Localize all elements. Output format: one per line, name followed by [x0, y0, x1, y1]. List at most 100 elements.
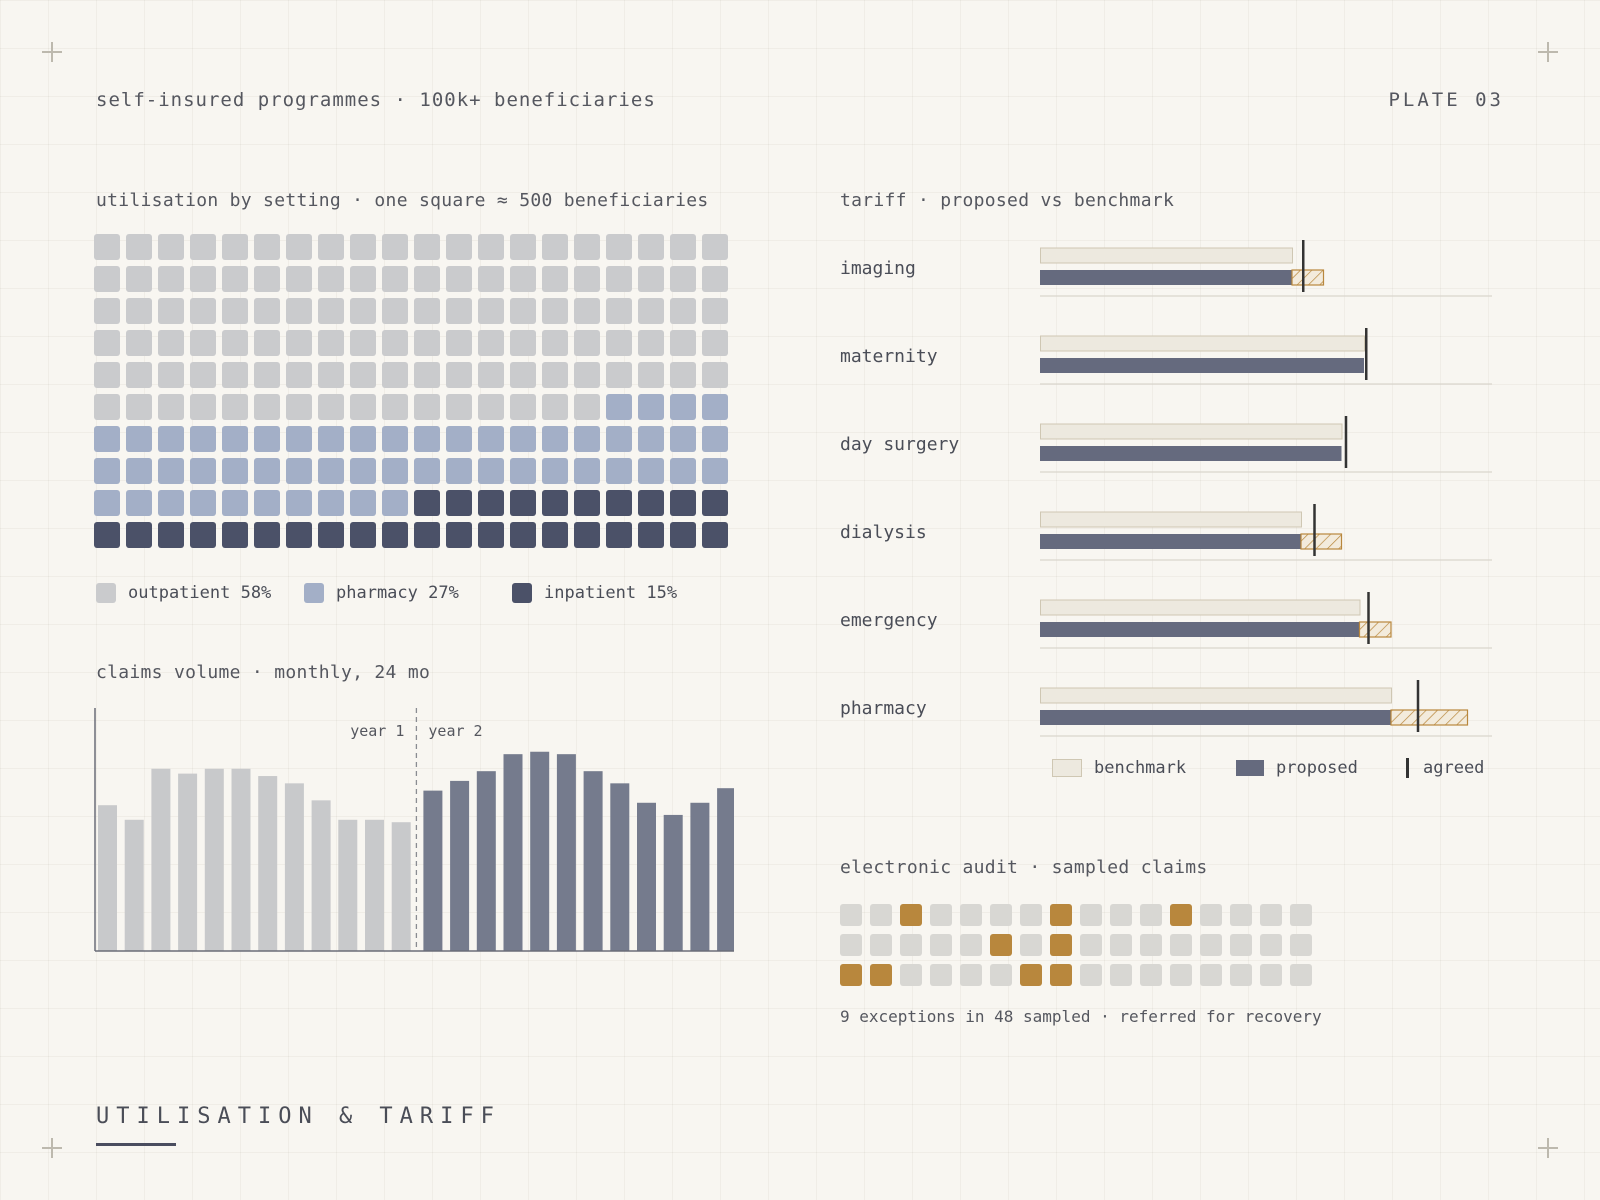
waffle-square-pharmacy	[222, 458, 248, 484]
waffle-square-outpatient	[222, 298, 248, 324]
waffle-square-outpatient	[510, 298, 536, 324]
claims-bar-year1	[338, 819, 358, 951]
waffle-square-outpatient	[606, 298, 632, 324]
audit-cell-sampled	[1080, 904, 1102, 926]
waffle-square-outpatient	[414, 394, 440, 420]
waffle-square-inpatient	[382, 522, 408, 548]
tariff-label-emergency: emergency	[840, 610, 938, 631]
audit-cell-sampled	[1170, 934, 1192, 956]
waffle-square-outpatient	[702, 234, 728, 260]
waffle-square-outpatient	[190, 394, 216, 420]
corner-mark-top-left	[42, 42, 62, 62]
benchmark-bar-imaging	[1040, 247, 1293, 264]
audit-cell-sampled	[960, 934, 982, 956]
waffle-square-outpatient	[382, 362, 408, 388]
proposed-bar-emergency	[1040, 622, 1360, 637]
waffle-square-outpatient	[318, 298, 344, 324]
audit-cell-sampled	[1020, 904, 1042, 926]
waffle-square-pharmacy	[478, 426, 504, 452]
proposed-bar-pharmacy	[1040, 710, 1391, 725]
claims-bar-year1	[151, 768, 171, 951]
waffle-square-outpatient	[222, 234, 248, 260]
waffle-square-inpatient	[414, 522, 440, 548]
audit-cell-sampled	[1230, 934, 1252, 956]
proposed-bar-imaging	[1040, 270, 1292, 285]
claims-bar-year2	[503, 754, 523, 951]
claims-bar-year1	[178, 773, 198, 951]
waffle-square-pharmacy	[382, 490, 408, 516]
waffle-square-outpatient	[382, 234, 408, 260]
waffle-square-inpatient	[670, 490, 696, 516]
waffle-square-outpatient	[478, 234, 504, 260]
waffle-square-outpatient	[158, 266, 184, 292]
waffle-square-inpatient	[414, 490, 440, 516]
waffle-square-inpatient	[254, 522, 280, 548]
waffle-square-outpatient	[222, 266, 248, 292]
waffle-square-outpatient	[670, 234, 696, 260]
legend-pharmacy-label: pharmacy 27%	[336, 583, 459, 603]
waffle-square-outpatient	[542, 330, 568, 356]
audit-cell-sampled	[1140, 904, 1162, 926]
waffle-square-outpatient	[446, 298, 472, 324]
claims-bar-year2	[450, 780, 470, 951]
proposed-excess-imaging	[1291, 269, 1325, 286]
waffle-square-outpatient	[286, 362, 312, 388]
waffle-square-outpatient	[542, 298, 568, 324]
waffle-square-outpatient	[606, 362, 632, 388]
waffle-square-outpatient	[318, 266, 344, 292]
legend-outpatient-label: outpatient 58%	[128, 583, 272, 603]
waffle-square-pharmacy	[702, 426, 728, 452]
benchmark-bar-dialysis	[1040, 511, 1302, 528]
waffle-square-pharmacy	[286, 490, 312, 516]
utilisation-waffle-chart	[94, 234, 728, 548]
waffle-square-outpatient	[414, 330, 440, 356]
waffle-square-outpatient	[446, 266, 472, 292]
claims-bar-year1	[391, 822, 411, 951]
waffle-square-inpatient	[510, 522, 536, 548]
waffle-square-outpatient	[510, 394, 536, 420]
waffle-square-pharmacy	[126, 426, 152, 452]
waffle-square-outpatient	[158, 298, 184, 324]
waffle-square-inpatient	[702, 490, 728, 516]
waffle-square-pharmacy	[126, 490, 152, 516]
footer-title: UTILISATION & TARIFF	[96, 1104, 501, 1129]
claims-bar-year2	[556, 754, 576, 951]
legend-pharmacy: pharmacy 27%	[304, 583, 459, 603]
waffle-square-inpatient	[126, 522, 152, 548]
proposed-excess-pharmacy	[1390, 709, 1469, 726]
claims-bar-year2	[717, 788, 734, 951]
audit-caption: 9 exceptions in 48 sampled · referred fo…	[840, 1007, 1322, 1026]
waffle-square-pharmacy	[318, 490, 344, 516]
audit-cell-sampled	[1140, 934, 1162, 956]
legend-proposed: proposed	[1236, 758, 1358, 778]
waffle-square-inpatient	[638, 490, 664, 516]
benchmark-bar-emergency	[1040, 599, 1361, 616]
waffle-square-pharmacy	[222, 490, 248, 516]
waffle-square-outpatient	[638, 266, 664, 292]
year1-label: year 1	[350, 722, 404, 740]
proposed-excess-dialysis	[1300, 533, 1343, 550]
audit-cell-sampled	[960, 964, 982, 986]
waffle-square-outpatient	[542, 362, 568, 388]
audit-cell-sampled	[1230, 904, 1252, 926]
waffle-square-outpatient	[350, 330, 376, 356]
waffle-square-inpatient	[638, 522, 664, 548]
audit-cell-sampled	[900, 964, 922, 986]
waffle-square-pharmacy	[158, 490, 184, 516]
waffle-square-pharmacy	[638, 426, 664, 452]
waffle-square-pharmacy	[190, 490, 216, 516]
waffle-square-inpatient	[542, 522, 568, 548]
waffle-square-pharmacy	[606, 394, 632, 420]
header-subtitle: self-insured programmes · 100k+ benefici…	[96, 89, 656, 111]
audit-cell-sampled	[990, 964, 1012, 986]
benchmark-bar-pharmacy	[1040, 687, 1392, 704]
audit-cell-sampled	[900, 934, 922, 956]
waffle-square-outpatient	[638, 234, 664, 260]
utilisation-title: utilisation by setting · one square ≈ 50…	[96, 190, 709, 211]
waffle-square-pharmacy	[574, 426, 600, 452]
waffle-square-outpatient	[638, 362, 664, 388]
audit-cell-sampled	[1260, 964, 1282, 986]
waffle-square-outpatient	[414, 266, 440, 292]
waffle-square-outpatient	[542, 234, 568, 260]
waffle-square-outpatient	[606, 266, 632, 292]
